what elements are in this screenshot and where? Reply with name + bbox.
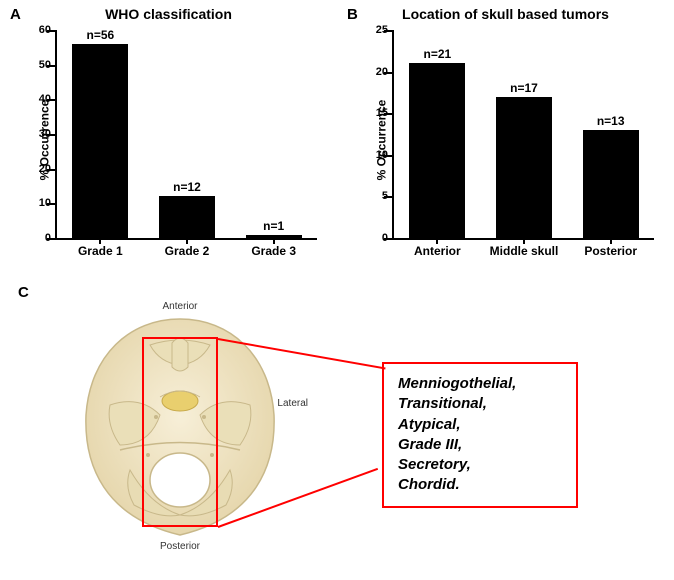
panel-c-letter: C xyxy=(18,284,29,301)
bar-wrap: n=56Grade 1 xyxy=(57,28,144,238)
ytick-label: 0 xyxy=(45,232,51,244)
ytick-label: 60 xyxy=(39,24,51,36)
panel-a-chart: n=56Grade 1n=12Grade 2n=1Grade 3 0102030… xyxy=(55,30,317,240)
ytick-label: 20 xyxy=(39,163,51,175)
bar-wrap: n=13Posterior xyxy=(567,114,654,238)
highlight-box-outer: Menniogothelial,Transitional,Atypical,Gr… xyxy=(382,362,578,508)
bar-n-label: n=12 xyxy=(173,180,201,194)
bar xyxy=(159,196,215,238)
label-posterior: Posterior xyxy=(160,541,200,552)
tumor-type-item: Transitional, xyxy=(398,394,562,414)
tumor-type-item: Menniogothelial, xyxy=(398,374,562,394)
ytick-label: 0 xyxy=(382,232,388,244)
tumor-type-item: Secretory, xyxy=(398,455,562,475)
ytick-label: 40 xyxy=(39,93,51,105)
bar-wrap: n=1Grade 3 xyxy=(230,219,317,238)
tumor-type-item: Grade III, xyxy=(398,435,562,455)
panel-a-bars: n=56Grade 1n=12Grade 2n=1Grade 3 xyxy=(57,30,317,238)
panel-a-title: WHO classification xyxy=(0,6,337,22)
tumor-type-item: Atypical, xyxy=(398,415,562,435)
ytick-label: 5 xyxy=(382,190,388,202)
bar-wrap: n=12Grade 2 xyxy=(144,180,231,238)
ytick-label: 50 xyxy=(39,59,51,71)
bar-n-label: n=17 xyxy=(510,81,538,95)
skull-diagram: Anterior Posterior Lateral xyxy=(60,305,300,550)
bar-wrap: n=17Middle skull xyxy=(481,81,568,238)
xtick-label: Grade 3 xyxy=(251,244,296,258)
panel-c: C Anterior Posterior Lateral xyxy=(0,280,674,570)
bar-n-label: n=1 xyxy=(263,219,284,233)
xtick-label: Grade 1 xyxy=(78,244,123,258)
label-lateral: Lateral xyxy=(277,398,308,409)
xtick-label: Middle skull xyxy=(490,244,559,258)
ytick-label: 20 xyxy=(376,66,388,78)
bar-n-label: n=13 xyxy=(597,114,625,128)
ytick-label: 10 xyxy=(376,149,388,161)
ytick-label: 15 xyxy=(376,107,388,119)
tumor-type-list: Menniogothelial,Transitional,Atypical,Gr… xyxy=(398,374,562,496)
bar-n-label: n=21 xyxy=(423,47,451,61)
bar-wrap: n=21Anterior xyxy=(394,47,481,238)
highlight-box-inner xyxy=(142,337,218,527)
bar xyxy=(72,44,128,238)
ytick-label: 30 xyxy=(39,128,51,140)
bar xyxy=(409,63,465,238)
panel-b: B Location of skull based tumors % Occur… xyxy=(337,0,674,280)
tumor-type-item: Chordid. xyxy=(398,475,562,495)
panel-b-chart: n=21Anteriorn=17Middle skulln=13Posterio… xyxy=(392,30,654,240)
bar xyxy=(583,130,639,238)
ytick-label: 25 xyxy=(376,24,388,36)
ytick-label: 10 xyxy=(39,197,51,209)
panel-a: A WHO classification % Occurrence n=56Gr… xyxy=(0,0,337,280)
top-row: A WHO classification % Occurrence n=56Gr… xyxy=(0,0,674,280)
panel-b-bars: n=21Anteriorn=17Middle skulln=13Posterio… xyxy=(394,30,654,238)
xtick-label: Grade 2 xyxy=(165,244,210,258)
bar-n-label: n=56 xyxy=(86,28,114,42)
xtick-label: Posterior xyxy=(584,244,637,258)
xtick-label: Anterior xyxy=(414,244,461,258)
label-anterior: Anterior xyxy=(162,301,197,312)
bar xyxy=(496,97,552,238)
panel-b-title: Location of skull based tumors xyxy=(337,6,674,22)
